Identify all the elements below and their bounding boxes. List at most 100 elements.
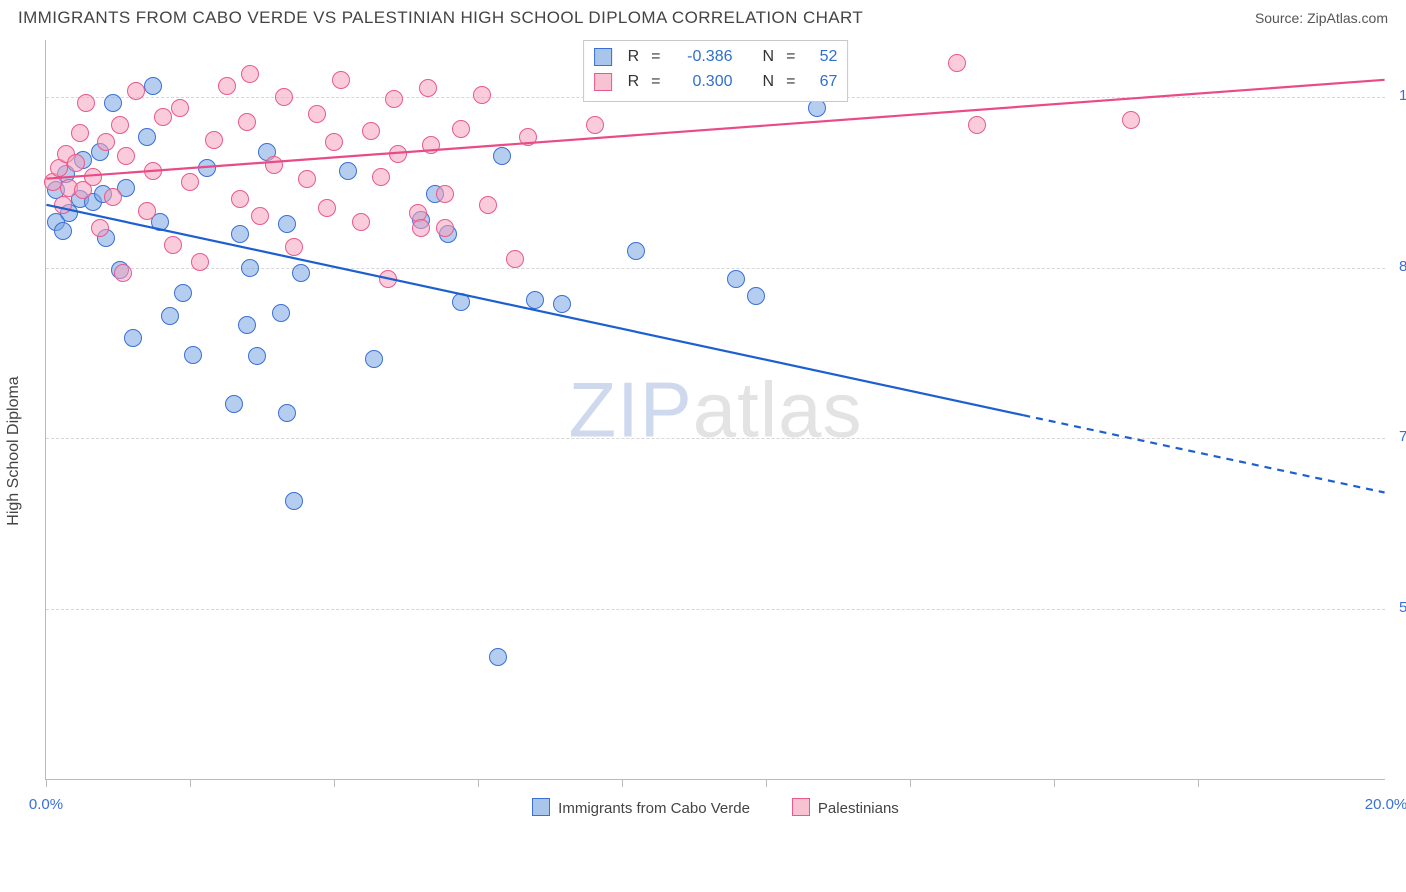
source: Source: ZipAtlas.com: [1255, 10, 1388, 26]
source-value: ZipAtlas.com: [1307, 10, 1388, 26]
data-point: [205, 131, 223, 149]
data-point: [412, 219, 430, 237]
stat-r-value: 0.300: [673, 70, 733, 95]
data-point: [452, 293, 470, 311]
data-point: [473, 86, 491, 104]
data-point: [181, 173, 199, 191]
stat-n-label: N: [763, 70, 775, 95]
stats-row: R = 0.300 N = 67: [594, 70, 838, 95]
chart-title: IMMIGRANTS FROM CABO VERDE VS PALESTINIA…: [18, 8, 863, 28]
data-point: [231, 190, 249, 208]
legend-swatch: [792, 798, 810, 816]
data-point: [127, 82, 145, 100]
stat-eq: =: [786, 70, 795, 95]
data-point: [278, 404, 296, 422]
data-point: [519, 128, 537, 146]
data-point: [285, 238, 303, 256]
data-point: [493, 147, 511, 165]
data-point: [138, 128, 156, 146]
data-point: [275, 88, 293, 106]
data-point: [54, 222, 72, 240]
data-point: [272, 304, 290, 322]
data-point: [154, 108, 172, 126]
data-point: [362, 122, 380, 140]
data-point: [67, 154, 85, 172]
data-point: [164, 236, 182, 254]
data-point: [339, 162, 357, 180]
data-point: [278, 215, 296, 233]
data-point: [238, 316, 256, 334]
data-point: [553, 295, 571, 313]
data-point: [968, 116, 986, 134]
legend-swatch: [594, 48, 612, 66]
legend-item: Palestinians: [792, 798, 899, 817]
stat-eq: =: [651, 70, 660, 95]
y-tick-label: 70.0%: [1391, 428, 1406, 445]
data-point: [241, 259, 259, 277]
trend-line: [1023, 415, 1384, 492]
y-axis-label: High School Diploma: [5, 376, 23, 525]
legend-item: Immigrants from Cabo Verde: [532, 798, 750, 817]
x-tick-label: 20.0%: [1365, 796, 1406, 813]
data-point: [84, 168, 102, 186]
legend-label: Immigrants from Cabo Verde: [558, 800, 750, 817]
stat-n-value: 67: [807, 70, 837, 95]
data-point: [285, 492, 303, 510]
data-point: [389, 145, 407, 163]
gridline: [46, 609, 1385, 610]
y-tick-label: 85.0%: [1391, 258, 1406, 275]
data-point: [97, 133, 115, 151]
data-point: [77, 94, 95, 112]
data-point: [372, 168, 390, 186]
data-point: [379, 270, 397, 288]
data-point: [298, 170, 316, 188]
data-point: [184, 346, 202, 364]
data-point: [251, 207, 269, 225]
data-point: [526, 291, 544, 309]
header: IMMIGRANTS FROM CABO VERDE VS PALESTINIA…: [0, 0, 1406, 32]
data-point: [198, 159, 216, 177]
x-tick-label: 0.0%: [29, 796, 63, 813]
x-tick: [1198, 779, 1199, 787]
data-point: [365, 350, 383, 368]
data-point: [231, 225, 249, 243]
data-point: [419, 79, 437, 97]
data-point: [104, 188, 122, 206]
data-point: [325, 133, 343, 151]
legend-label: Palestinians: [818, 800, 899, 817]
data-point: [479, 196, 497, 214]
data-point: [171, 99, 189, 117]
data-point: [627, 242, 645, 260]
data-point: [138, 202, 156, 220]
trend-line: [46, 205, 1023, 415]
data-point: [727, 270, 745, 288]
data-point: [111, 116, 129, 134]
x-tick: [46, 779, 47, 787]
data-point: [124, 329, 142, 347]
data-point: [948, 54, 966, 72]
data-point: [91, 219, 109, 237]
data-point: [218, 77, 236, 95]
data-point: [436, 219, 454, 237]
data-point: [292, 264, 310, 282]
data-point: [71, 124, 89, 142]
data-point: [1122, 111, 1140, 129]
data-point: [352, 213, 370, 231]
data-point: [174, 284, 192, 302]
data-point: [318, 199, 336, 217]
stat-r-label: R: [628, 70, 640, 95]
data-point: [436, 185, 454, 203]
data-point: [385, 90, 403, 108]
data-point: [144, 77, 162, 95]
data-point: [191, 253, 209, 271]
bottom-legend: Immigrants from Cabo Verde Palestinians: [46, 798, 1385, 817]
stats-row: R=-0.386N=52: [594, 45, 838, 70]
chart-wrap: High School Diploma ZIPatlas R=-0.386N=5…: [0, 32, 1406, 852]
y-tick-label: 100.0%: [1391, 87, 1406, 104]
watermark: ZIPatlas: [568, 364, 862, 455]
stat-n-label: N: [763, 45, 775, 70]
data-point: [117, 147, 135, 165]
data-point: [489, 648, 507, 666]
data-point: [225, 395, 243, 413]
data-point: [144, 162, 162, 180]
